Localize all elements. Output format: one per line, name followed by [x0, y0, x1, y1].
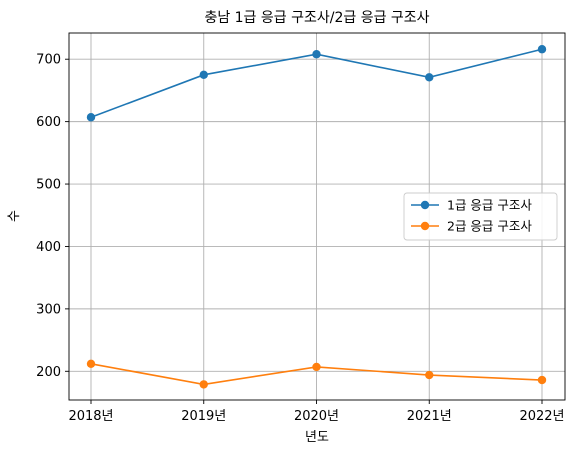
series-layer [86, 45, 547, 389]
x-tick-label: 2020년 [294, 409, 339, 424]
chart-title: 충남 1급 응급 구조사/2급 응급 구조사 [204, 10, 429, 26]
y-axis-title: 수 [7, 210, 22, 222]
y-tick-label: 200 [36, 365, 61, 380]
data-point [199, 70, 208, 80]
grid-lines [69, 33, 565, 400]
x-tick-label: 2018년 [68, 409, 113, 424]
data-point [537, 375, 547, 385]
data-point [86, 359, 96, 368]
data-point [312, 362, 321, 372]
data-point [425, 370, 434, 380]
legend-marker [420, 200, 430, 210]
legend: 1급 응급 구조사 2급 응급 구조사 [403, 192, 558, 241]
legend-box [403, 192, 558, 241]
legend-marker [420, 221, 430, 231]
data-point [86, 113, 96, 122]
x-axis-title: 년도 [305, 430, 329, 445]
legend-label: 1급 응급 구조사 [447, 198, 532, 213]
data-point [537, 45, 547, 54]
y-tick-label: 700 [36, 53, 61, 68]
y-tick-label: 400 [36, 240, 61, 255]
x-tick-label: 2019년 [181, 409, 226, 424]
x-tick-label: 2022년 [519, 409, 564, 424]
axes: 2018년 2019년 2020년 2021년 2022년 200 300 400 500 600… [36, 32, 566, 424]
plot-frame [68, 32, 566, 401]
y-tick-label: 600 [36, 115, 61, 130]
y-tick-label: 500 [36, 178, 61, 193]
y-tick-label: 300 [36, 302, 61, 317]
data-point [425, 73, 434, 82]
x-tick-label: 2021년 [407, 409, 452, 424]
data-point [199, 380, 208, 389]
data-point [312, 50, 321, 59]
legend-label: 2급 응급 구조사 [447, 219, 532, 234]
